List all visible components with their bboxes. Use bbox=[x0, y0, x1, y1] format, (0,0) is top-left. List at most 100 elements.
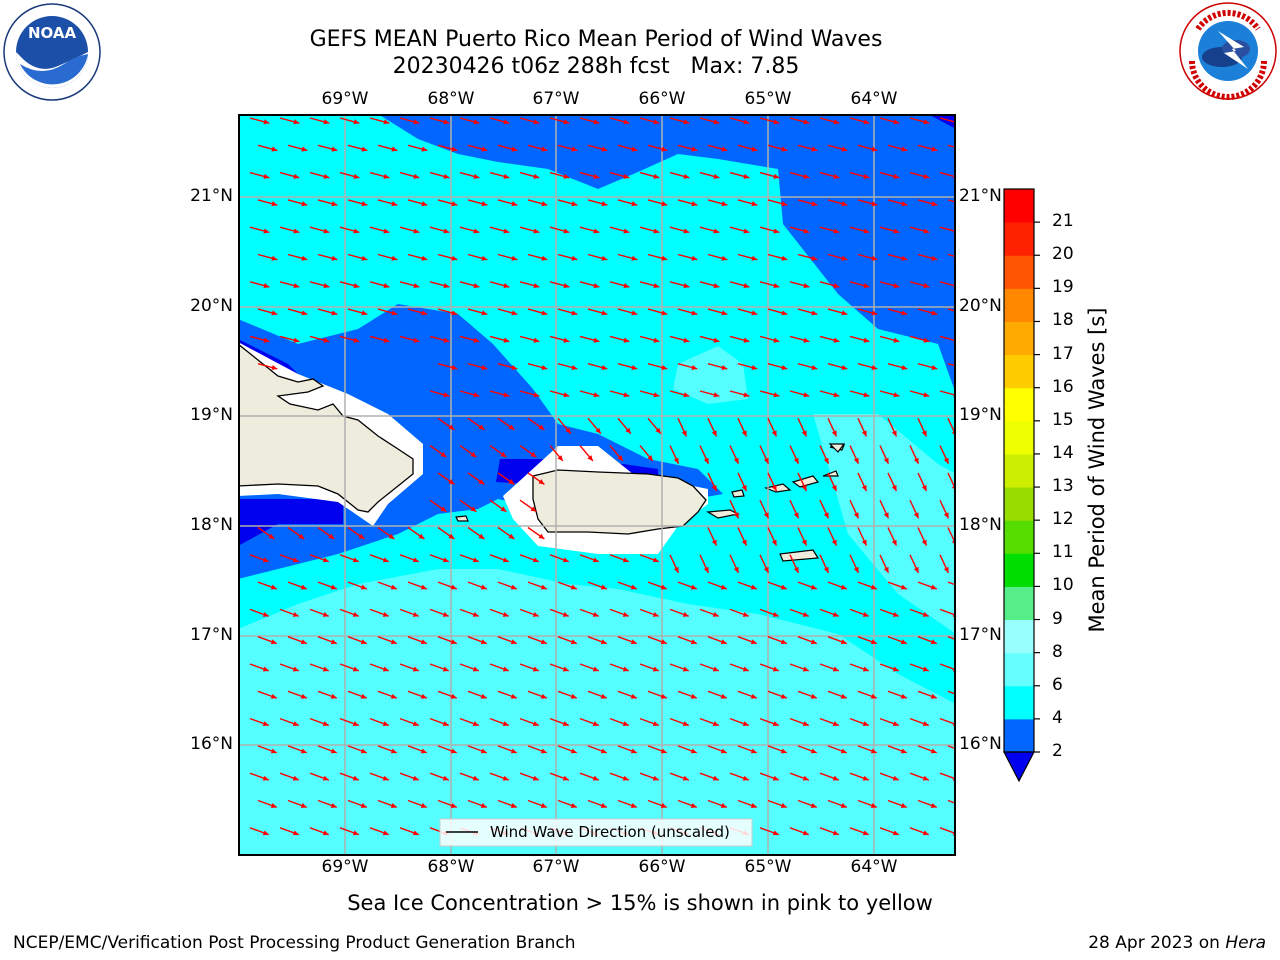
wind-wave-arrow bbox=[879, 663, 900, 672]
wind-wave-arrow bbox=[257, 144, 278, 152]
wind-wave-arrow bbox=[737, 199, 758, 207]
wind-wave-arrow bbox=[437, 417, 455, 431]
wind-wave-arrow bbox=[287, 144, 308, 152]
wind-wave-arrow bbox=[459, 499, 477, 513]
wind-wave-arrow bbox=[467, 799, 488, 808]
wind-wave-arrow bbox=[369, 827, 390, 836]
colorbar-extend-triangle bbox=[1003, 751, 1035, 783]
wind-wave-arrow bbox=[707, 636, 728, 645]
wind-wave-arrow bbox=[849, 390, 870, 398]
wind-wave-arrow bbox=[549, 772, 570, 781]
ocean-band-4-6 bbox=[238, 114, 956, 704]
colorbar-tick-label: 8 bbox=[1052, 641, 1063, 662]
wind-wave-arrow bbox=[467, 417, 485, 431]
lon-label: 66°W bbox=[638, 89, 686, 109]
wind-wave-arrow bbox=[909, 717, 930, 727]
wind-wave-arrow bbox=[617, 144, 638, 152]
land-culebra bbox=[731, 489, 745, 498]
wind-wave-arrow bbox=[287, 690, 308, 699]
wind-wave-arrow bbox=[497, 799, 518, 808]
wind-wave-arrow bbox=[707, 527, 718, 546]
wind-wave-arrow bbox=[497, 581, 518, 590]
wind-wave-arrow bbox=[429, 717, 450, 727]
wind-wave-arrow bbox=[249, 663, 270, 672]
wind-wave-arrow bbox=[497, 690, 518, 699]
lon-label: 64°W bbox=[850, 857, 898, 877]
wind-wave-arrow bbox=[347, 526, 365, 540]
wind-wave-arrow bbox=[519, 717, 540, 727]
wind-wave-arrow bbox=[827, 253, 848, 261]
wind-wave-arrow bbox=[549, 281, 570, 289]
wind-wave-arrow bbox=[489, 499, 507, 513]
wind-wave-arrow bbox=[737, 690, 758, 699]
wind-wave-arrow bbox=[309, 117, 330, 125]
wind-wave-arrow bbox=[309, 171, 330, 179]
wind-wave-arrow bbox=[669, 335, 690, 343]
wind-wave-arrow bbox=[527, 581, 548, 590]
wind-wave-arrow bbox=[767, 690, 788, 699]
wind-wave-arrow bbox=[879, 445, 890, 465]
wind-wave-arrow bbox=[549, 390, 570, 398]
graticule bbox=[238, 114, 956, 856]
wind-wave-arrow bbox=[587, 144, 608, 152]
wind-wave-arrow bbox=[309, 554, 330, 563]
wind-wave-arrow bbox=[639, 663, 660, 672]
wind-wave-arrow bbox=[797, 581, 818, 590]
wind-wave-arrow bbox=[879, 335, 900, 343]
wind-wave-arrow bbox=[729, 171, 750, 179]
wind-wave-arrow bbox=[399, 827, 420, 836]
wind-wave-arrow bbox=[339, 171, 360, 179]
wind-wave-arrow bbox=[917, 527, 928, 546]
wind-wave-arrow bbox=[887, 363, 908, 370]
wind-wave-arrow bbox=[549, 335, 570, 343]
lat-label: 19°N bbox=[190, 405, 233, 425]
lat-label: 21°N bbox=[959, 186, 1002, 206]
wind-wave-arrow bbox=[857, 636, 878, 645]
wind-wave-arrow bbox=[317, 581, 338, 590]
wind-wave-arrow bbox=[699, 226, 720, 234]
wind-wave-arrow bbox=[729, 281, 750, 289]
wind-wave-arrow bbox=[849, 772, 870, 781]
wind-wave-arrow bbox=[497, 253, 518, 261]
wind-wave-arrow bbox=[339, 281, 360, 289]
wind-wave-arrow bbox=[339, 226, 360, 234]
wind-wave-arrow bbox=[587, 745, 608, 754]
wind-wave-arrow bbox=[879, 717, 900, 727]
wind-wave-arrow bbox=[887, 144, 908, 152]
wind-wave-arrow bbox=[917, 472, 928, 492]
wind-wave-arrow bbox=[827, 144, 848, 152]
wind-wave-arrow bbox=[399, 554, 420, 563]
wind-wave-arrow bbox=[737, 144, 758, 152]
wind-wave-arrow bbox=[819, 335, 840, 343]
wind-wave-arrow bbox=[339, 827, 360, 836]
wind-wave-arrow bbox=[527, 417, 545, 431]
wind-wave-arrow bbox=[249, 608, 270, 617]
wind-wave-arrow bbox=[557, 636, 578, 645]
wind-wave-arrow bbox=[857, 308, 878, 316]
wind-wave-arrow bbox=[669, 772, 690, 781]
colorbar-cell bbox=[1004, 321, 1034, 356]
wind-wave-arrow bbox=[849, 281, 870, 289]
wind-wave-arrow bbox=[939, 554, 950, 574]
wind-wave-arrow bbox=[309, 608, 330, 617]
wind-wave-arrow bbox=[669, 663, 690, 672]
wind-wave-arrow bbox=[917, 636, 938, 645]
wind-wave-arrow bbox=[797, 690, 818, 699]
wind-wave-arrow bbox=[489, 281, 510, 289]
wind-wave-arrow bbox=[707, 253, 728, 261]
wind-wave-arrow bbox=[617, 690, 638, 699]
colorbar-cell bbox=[1004, 189, 1034, 223]
wind-wave-arrow bbox=[467, 363, 488, 370]
wind-wave-arrow bbox=[909, 171, 930, 179]
colorbar-cell bbox=[1004, 685, 1034, 720]
wind-wave-arrow bbox=[429, 171, 450, 179]
wind-wave-arrow bbox=[857, 253, 878, 261]
wind-wave-arrow bbox=[617, 199, 638, 207]
wind-wave-arrow bbox=[309, 226, 330, 234]
wind-wave-arrow bbox=[429, 390, 450, 398]
wind-wave-arrow bbox=[287, 636, 308, 645]
wind-wave-arrow bbox=[647, 636, 668, 645]
wind-wave-arrow bbox=[587, 690, 608, 699]
map-title: GEFS MEAN Puerto Rico Mean Period of Win… bbox=[309, 27, 883, 52]
wind-wave-arrow bbox=[767, 363, 788, 370]
